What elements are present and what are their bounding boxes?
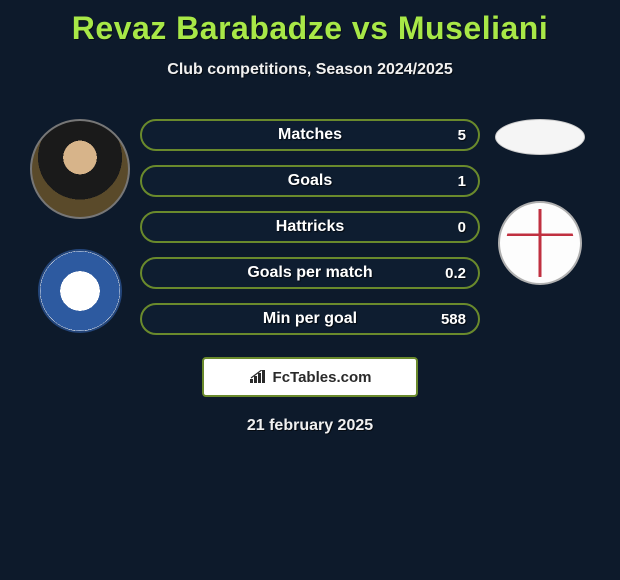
stat-value-right: 588 <box>441 311 466 328</box>
stat-label: Min per goal <box>263 310 357 328</box>
date: 21 february 2025 <box>247 417 373 435</box>
stats-list: Matches 5 Goals 1 Hattricks 0 Goals per … <box>140 119 480 335</box>
stat-value-right: 5 <box>458 127 466 144</box>
stat-value-right: 1 <box>458 173 466 190</box>
club-badge-left <box>38 249 122 333</box>
stat-label: Goals per match <box>247 264 372 282</box>
left-column <box>20 119 140 335</box>
stat-value-right: 0 <box>458 219 466 236</box>
stat-row-goals: Goals 1 <box>140 165 480 197</box>
brand-box: FcTables.com <box>202 357 418 397</box>
stat-label: Goals <box>288 172 332 190</box>
player-photo-right <box>495 119 585 155</box>
main-row: Matches 5 Goals 1 Hattricks 0 Goals per … <box>0 119 620 335</box>
stat-row-matches: Matches 5 <box>140 119 480 151</box>
chart-icon <box>249 370 267 384</box>
subtitle: Club competitions, Season 2024/2025 <box>167 61 452 79</box>
stat-label: Hattricks <box>276 218 344 236</box>
page-title: Revaz Barabadze vs Museliani <box>72 10 548 47</box>
stat-value-right: 0.2 <box>445 265 466 282</box>
infographic-container: Revaz Barabadze vs Museliani Club compet… <box>0 0 620 580</box>
player-photo-left <box>30 119 130 219</box>
stat-row-goals-per-match: Goals per match 0.2 <box>140 257 480 289</box>
brand-text: FcTables.com <box>273 369 372 386</box>
stat-label: Matches <box>278 126 342 144</box>
stat-row-hattricks: Hattricks 0 <box>140 211 480 243</box>
club-badge-right <box>498 201 582 285</box>
right-column <box>480 119 600 335</box>
stat-row-min-per-goal: Min per goal 588 <box>140 303 480 335</box>
